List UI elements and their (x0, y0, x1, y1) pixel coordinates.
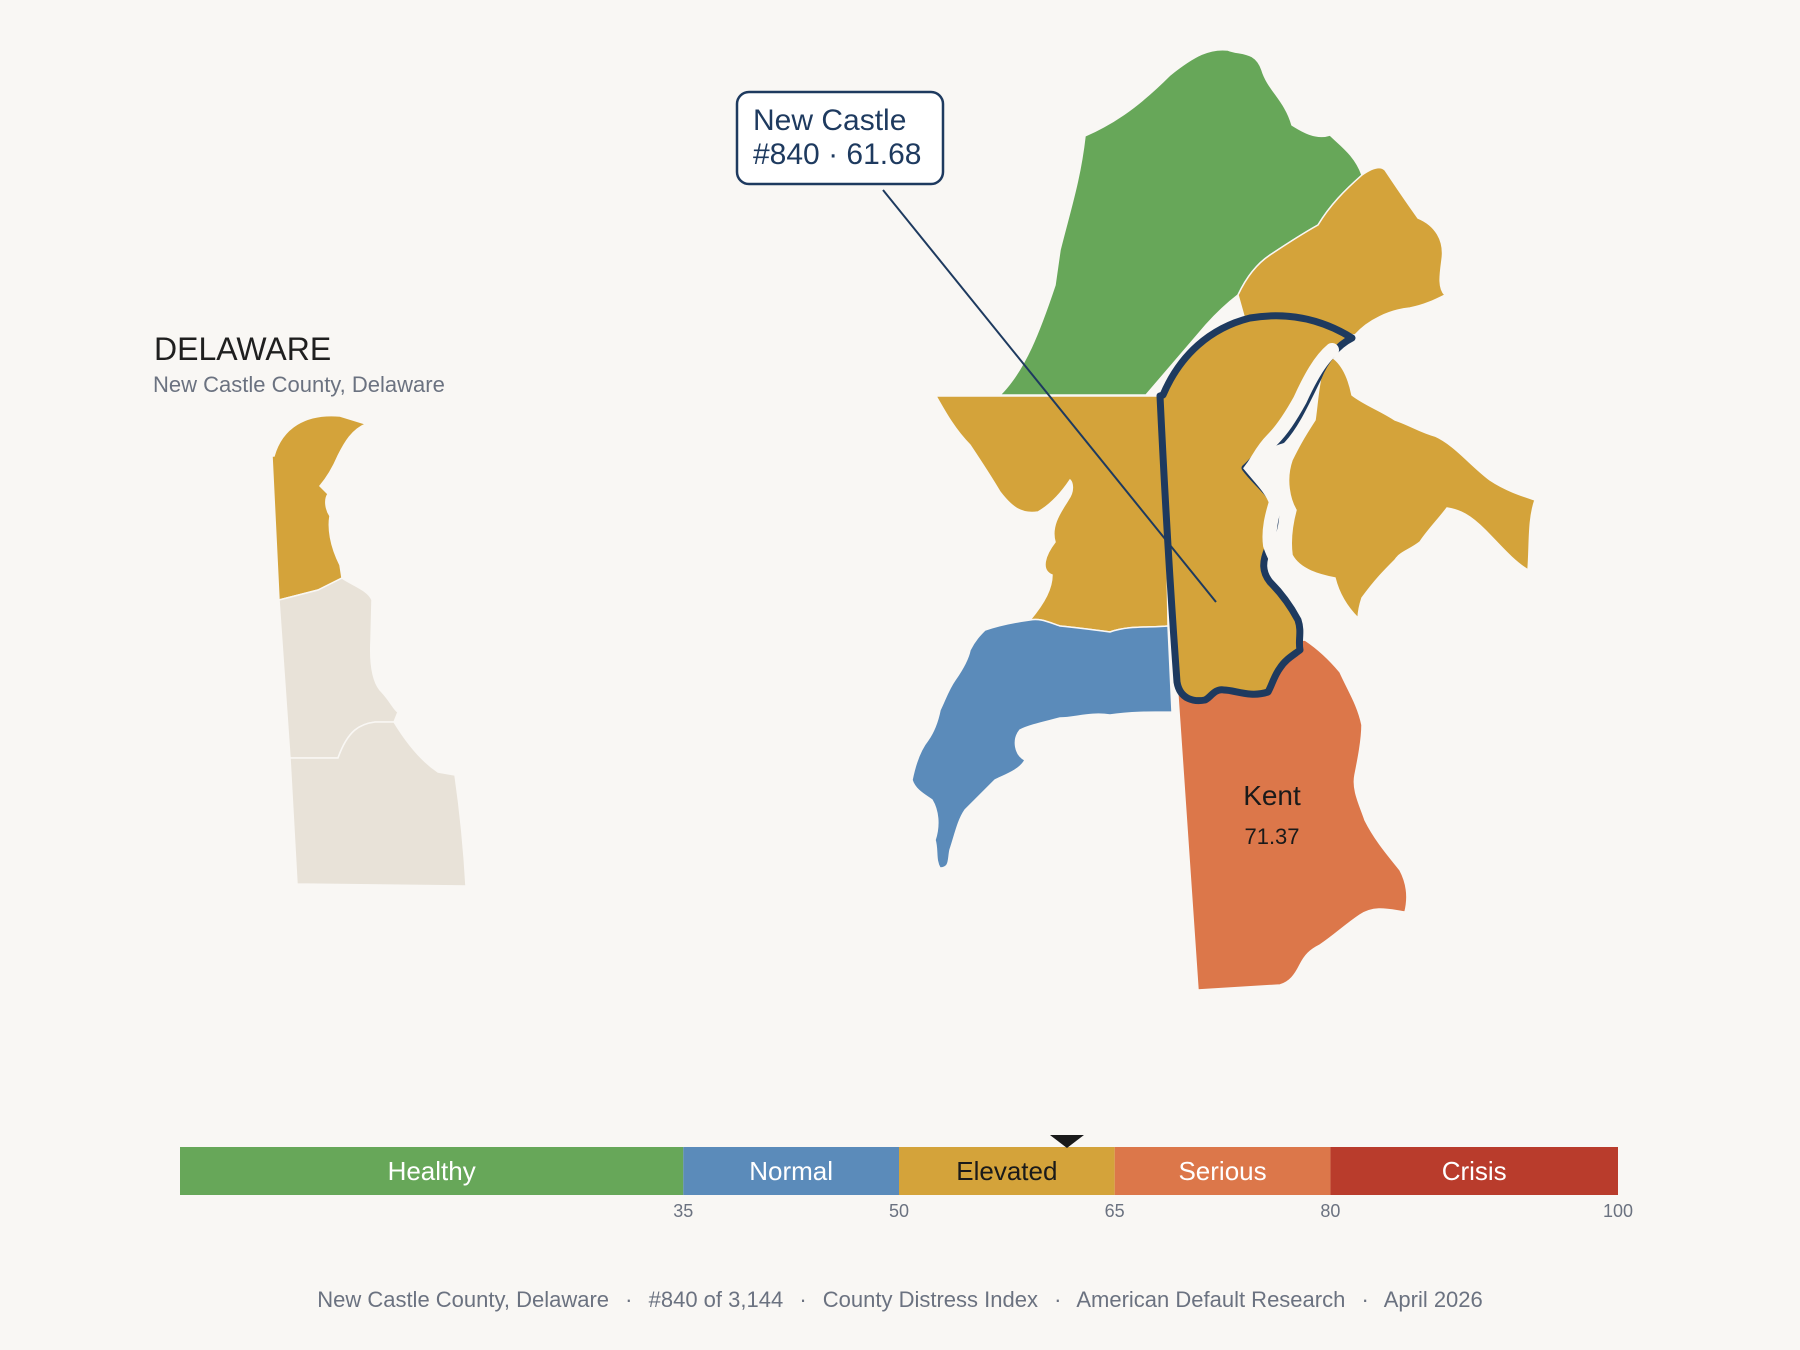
callout-leader-line (882, 189, 1217, 603)
legend-band-label-serious: Serious (1178, 1156, 1266, 1186)
footer-sep-2: · (799, 1287, 806, 1312)
inset-state-map: DELAWARE New Castle County, Delaware (153, 331, 467, 887)
county-gold-west[interactable] (934, 395, 1169, 633)
footer-date: April 2026 (1384, 1287, 1483, 1312)
footer-county: New Castle County, Delaware (317, 1287, 609, 1312)
county-new-castle-highlighted[interactable] (1156, 312, 1356, 705)
callout-rank-score: #840 · 61.68 (753, 138, 921, 171)
legend-band-label-normal: Normal (749, 1156, 833, 1186)
legend-band-serious (1114, 1147, 1331, 1195)
footer-caption: New Castle County, Delaware · #840 of 3,… (317, 1287, 1483, 1312)
kent-label-name: Kent (1243, 780, 1301, 811)
county-gold-east[interactable] (1287, 354, 1536, 619)
legend-scale: Healthy Normal Elevated Serious Crisis 35 50 6… (180, 1135, 1633, 1221)
main-map: New Castle #840 · 61.68 Kent 71.37 (735, 48, 1536, 991)
inset-title: DELAWARE (154, 331, 331, 367)
legend-band-elevated (899, 1147, 1115, 1195)
inset-county-sussex[interactable] (289, 721, 467, 887)
footer-source: American Default Research (1076, 1287, 1345, 1312)
river-channel (1243, 343, 1339, 627)
callout-box (735, 90, 945, 186)
county-gold-northeast[interactable] (1237, 166, 1447, 336)
legend-tick-label: 80 (1320, 1201, 1340, 1221)
footer-sep-4: · (1361, 1287, 1368, 1312)
legend-tick-label: 50 (889, 1201, 909, 1221)
inset-subtitle: New Castle County, Delaware (153, 372, 445, 397)
legend-tick-label: 65 (1105, 1201, 1125, 1221)
footer-rank: #840 of 3,144 (649, 1287, 784, 1312)
callout-county-name: New Castle (753, 104, 906, 137)
legend-tick-label: 100 (1603, 1201, 1633, 1221)
inset-county-new-castle[interactable] (271, 414, 369, 601)
legend-band-label-healthy: Healthy (388, 1156, 476, 1186)
score-marker-icon (1049, 1135, 1084, 1148)
legend-band-label-crisis: Crisis (1442, 1156, 1507, 1186)
legend-band-label-elevated: Elevated (956, 1156, 1057, 1186)
footer-sep-3: · (1054, 1287, 1061, 1312)
footer-index: County Distress Index (823, 1287, 1038, 1312)
legend-band-crisis (1330, 1147, 1618, 1195)
legend-band-healthy (180, 1147, 684, 1195)
kent-label-value: 71.37 (1244, 824, 1299, 849)
county-kent[interactable] (1176, 639, 1408, 991)
legend-tick-label: 35 (673, 1201, 693, 1221)
footer-sep-1: · (625, 1287, 632, 1312)
legend-band-normal (683, 1147, 899, 1195)
county-blue-southwest[interactable] (911, 618, 1173, 869)
